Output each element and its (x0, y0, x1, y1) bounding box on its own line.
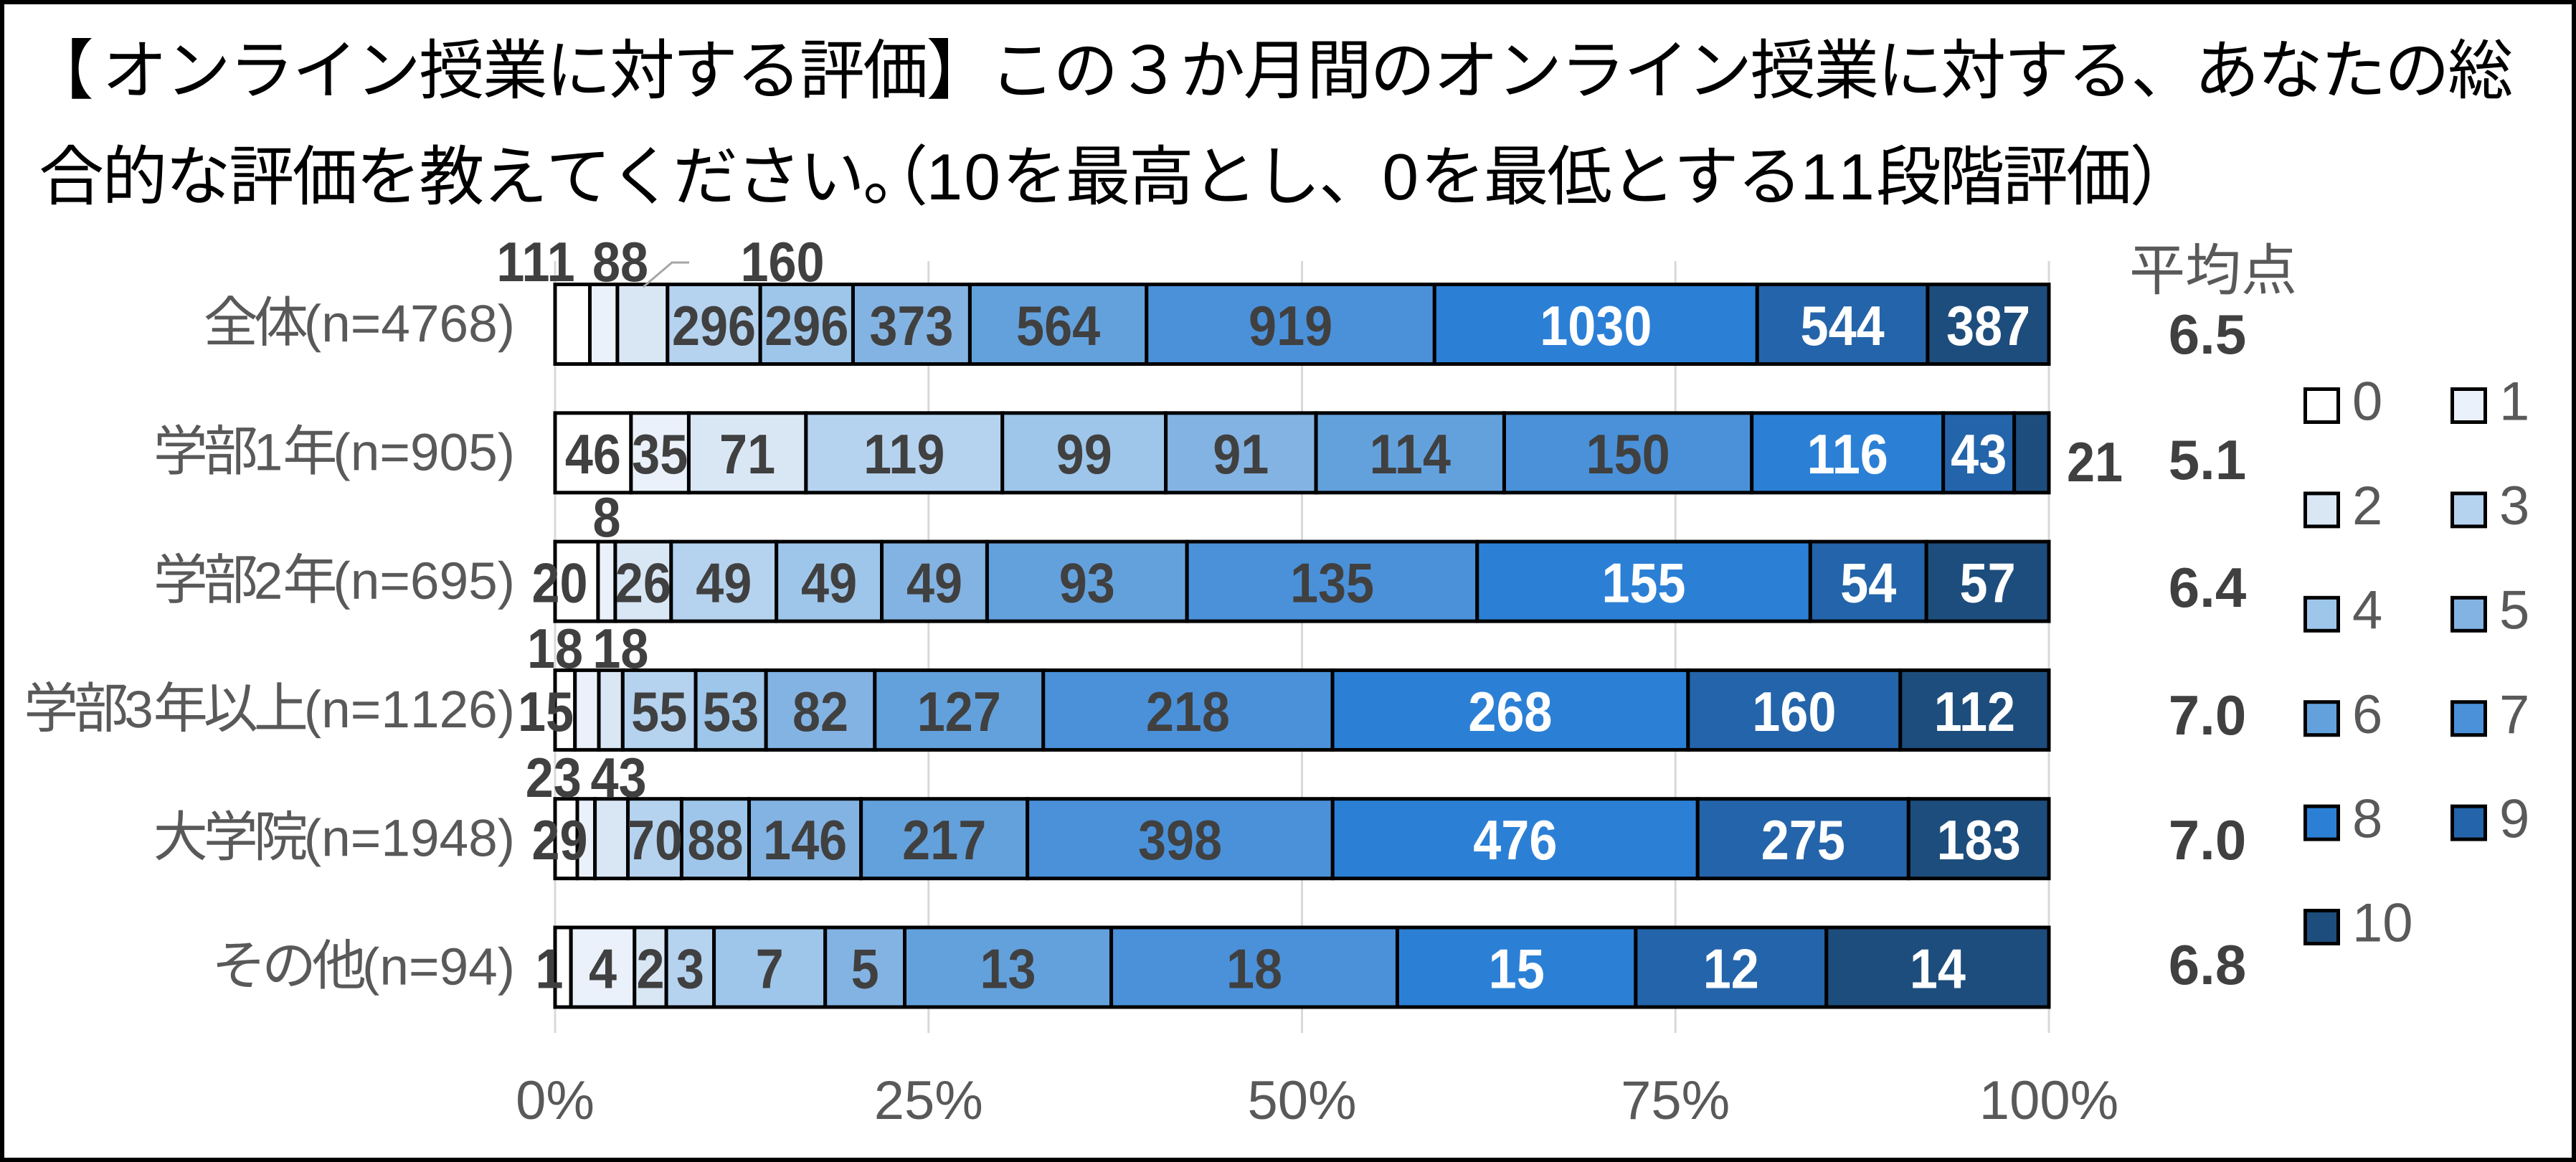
svg-text:55: 55 (631, 680, 687, 742)
svg-text:5: 5 (851, 937, 879, 1000)
svg-text:5.1: 5.1 (2169, 428, 2246, 491)
svg-text:373: 373 (869, 294, 953, 356)
svg-text:10: 10 (2352, 893, 2413, 954)
svg-text:155: 155 (1601, 552, 1685, 614)
svg-text:15: 15 (518, 680, 574, 742)
svg-text:2: 2 (2352, 476, 2382, 537)
svg-text:43: 43 (1951, 423, 2007, 486)
svg-text:91: 91 (1213, 423, 1269, 486)
svg-text:268: 268 (1468, 680, 1552, 742)
svg-text:8: 8 (592, 486, 620, 548)
svg-text:7: 7 (756, 937, 784, 1000)
svg-text:14: 14 (1910, 937, 1966, 1000)
svg-text:387: 387 (1946, 294, 2030, 356)
svg-text:35: 35 (632, 423, 688, 486)
svg-text:6.8: 6.8 (2169, 933, 2246, 996)
svg-text:6.5: 6.5 (2169, 303, 2246, 366)
svg-text:7.0: 7.0 (2169, 808, 2246, 872)
svg-text:71: 71 (719, 423, 775, 486)
svg-text:544: 544 (1801, 294, 1885, 356)
svg-text:1: 1 (2499, 372, 2529, 433)
svg-text:116: 116 (1807, 423, 1888, 486)
svg-text:4: 4 (589, 937, 617, 1000)
svg-text:2: 2 (636, 937, 664, 1000)
svg-text:18: 18 (527, 617, 583, 679)
svg-text:6: 6 (2352, 684, 2382, 745)
svg-text:7: 7 (2499, 684, 2529, 745)
svg-text:112: 112 (1934, 680, 2015, 742)
svg-text:15: 15 (1489, 937, 1545, 1000)
svg-text:4: 4 (2352, 580, 2382, 641)
svg-text:70: 70 (627, 809, 683, 872)
svg-text:49: 49 (801, 552, 857, 614)
svg-text:398: 398 (1138, 809, 1222, 872)
svg-text:6.4: 6.4 (2169, 556, 2246, 619)
svg-text:476: 476 (1473, 809, 1557, 872)
svg-text:93: 93 (1059, 552, 1115, 614)
svg-text:43: 43 (590, 746, 646, 808)
svg-text:3: 3 (2499, 476, 2529, 537)
svg-text:119: 119 (863, 423, 944, 486)
svg-text:25%: 25% (874, 1070, 983, 1131)
svg-text:88: 88 (687, 809, 743, 872)
svg-text:0: 0 (2352, 372, 2382, 433)
svg-text:99: 99 (1056, 423, 1112, 486)
svg-text:82: 82 (792, 680, 848, 742)
svg-text:135: 135 (1290, 552, 1374, 614)
svg-text:111: 111 (496, 230, 574, 293)
svg-text:50%: 50% (1247, 1070, 1356, 1131)
svg-text:100%: 100% (1979, 1070, 2118, 1131)
svg-text:57: 57 (1960, 552, 2016, 614)
svg-text:20: 20 (531, 552, 587, 614)
svg-text:46: 46 (565, 423, 621, 486)
svg-text:75%: 75% (1621, 1070, 1730, 1131)
svg-text:26: 26 (615, 552, 671, 614)
svg-text:919: 919 (1249, 294, 1332, 356)
svg-text:9: 9 (2499, 788, 2529, 849)
svg-text:49: 49 (696, 552, 752, 614)
svg-text:160: 160 (740, 230, 824, 293)
svg-text:218: 218 (1146, 680, 1230, 742)
svg-text:1: 1 (535, 937, 563, 1000)
svg-text:183: 183 (1937, 809, 2021, 872)
svg-text:18: 18 (592, 617, 648, 679)
svg-text:150: 150 (1586, 423, 1670, 486)
svg-text:53: 53 (703, 680, 759, 742)
svg-text:564: 564 (1016, 294, 1100, 356)
svg-text:5: 5 (2499, 580, 2529, 641)
svg-text:296: 296 (764, 294, 848, 356)
svg-text:23: 23 (526, 746, 582, 808)
svg-text:12: 12 (1703, 937, 1759, 1000)
svg-text:0%: 0% (516, 1070, 595, 1131)
svg-text:8: 8 (2352, 788, 2382, 849)
svg-text:114: 114 (1370, 423, 1451, 486)
svg-text:54: 54 (1840, 552, 1896, 614)
svg-text:160: 160 (1752, 680, 1836, 742)
svg-text:3: 3 (676, 937, 704, 1000)
svg-text:21: 21 (2067, 430, 2123, 493)
svg-text:275: 275 (1761, 809, 1845, 872)
svg-text:1030: 1030 (1540, 294, 1652, 356)
svg-text:296: 296 (672, 294, 756, 356)
svg-text:146: 146 (763, 809, 847, 872)
svg-text:7.0: 7.0 (2169, 684, 2246, 747)
svg-text:18: 18 (1226, 937, 1282, 1000)
svg-text:13: 13 (980, 937, 1036, 1000)
svg-text:49: 49 (906, 552, 962, 614)
svg-text:88: 88 (592, 230, 648, 293)
svg-text:127: 127 (917, 680, 1001, 742)
svg-text:217: 217 (902, 809, 986, 872)
svg-text:29: 29 (531, 809, 587, 872)
